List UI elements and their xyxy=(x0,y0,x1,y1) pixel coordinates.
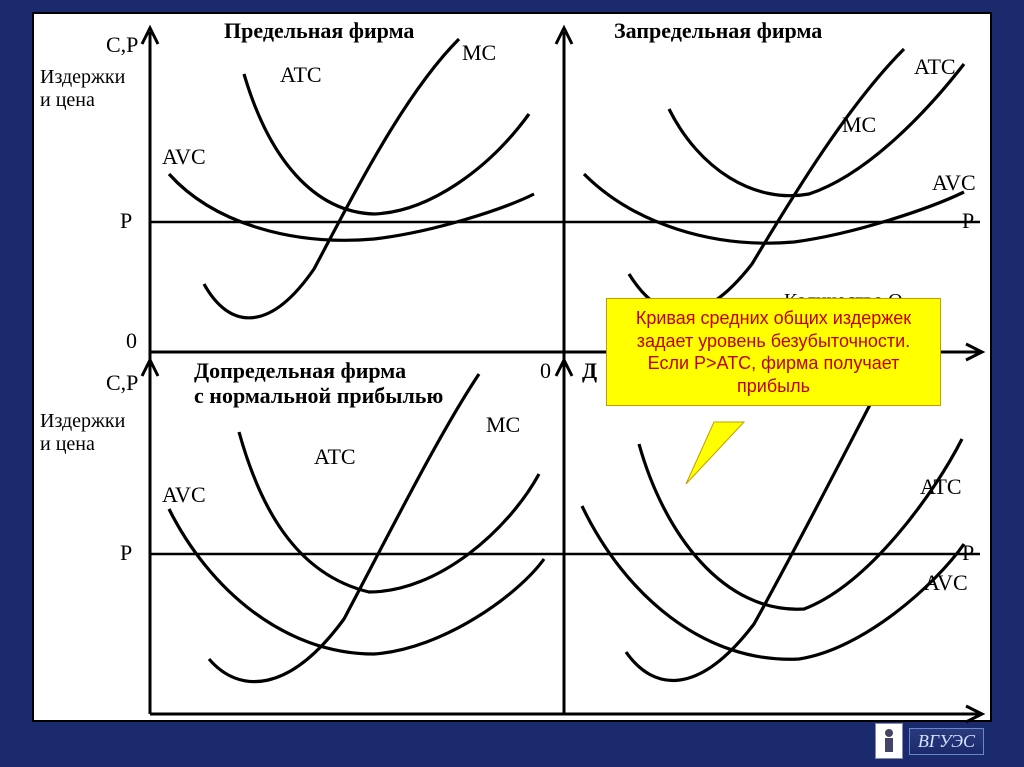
bl-atc: ATC xyxy=(314,444,356,470)
logo: ВГУЭС xyxy=(875,723,984,759)
bl-p: P xyxy=(120,540,132,566)
tl-side: Издержки и цена xyxy=(40,66,125,112)
tr-avc: AVC xyxy=(932,170,976,196)
tr-p: P xyxy=(962,208,974,234)
tl-avc: AVC xyxy=(162,144,206,170)
tl-cp: C,P xyxy=(106,32,138,58)
bl-avc: AVC xyxy=(162,482,206,508)
tr-mc: MC xyxy=(842,112,876,138)
br-avc: AVC xyxy=(924,570,968,596)
bl-mc: MC xyxy=(486,412,520,438)
tl-atc: ATC xyxy=(280,62,322,88)
callout-box: Кривая средних общих издержек задает уро… xyxy=(606,298,941,406)
tl-zero: 0 xyxy=(126,328,137,354)
logo-text: ВГУЭС xyxy=(909,728,984,755)
bl-side: Издержки и цена xyxy=(40,410,125,456)
br-atc: ATC xyxy=(920,474,962,500)
chart-canvas: Предельная фирма C,P Издержки и цена P 0… xyxy=(34,14,990,720)
bl-title: Допредельная фирма с нормальной прибылью xyxy=(194,358,443,409)
callout-tail-icon xyxy=(674,422,734,492)
tr-title: Запредельная фирма xyxy=(614,18,822,44)
bl-zero: 0 xyxy=(540,358,551,384)
logo-figure-icon xyxy=(875,723,903,759)
callout-text: Кривая средних общих издержек задает уро… xyxy=(636,308,911,396)
tl-mc: MC xyxy=(462,40,496,66)
tl-title: Предельная фирма xyxy=(224,18,414,44)
bl-cp: C,P xyxy=(106,370,138,396)
tr-atc: ATC xyxy=(914,54,956,80)
br-title-prefix: Д xyxy=(582,358,597,384)
br-p: P xyxy=(962,540,974,566)
chart-frame: Предельная фирма C,P Издержки и цена P 0… xyxy=(32,12,992,722)
tl-p: P xyxy=(120,208,132,234)
